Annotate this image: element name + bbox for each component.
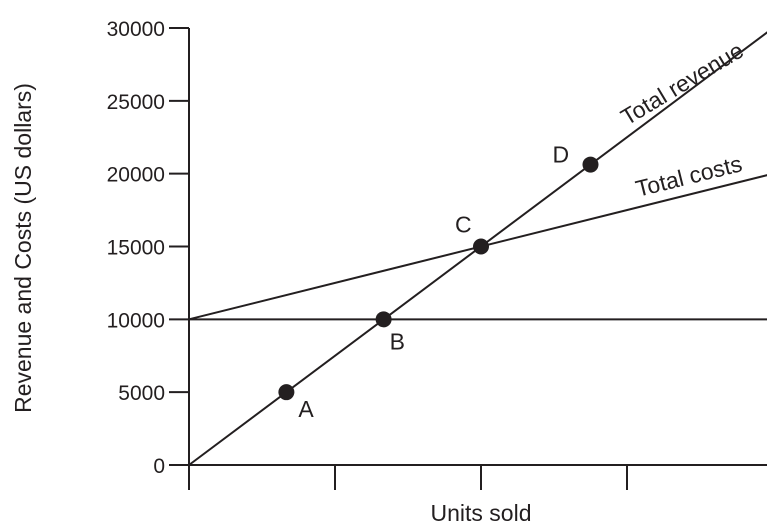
point-label-a: A <box>298 396 314 422</box>
point-d <box>582 156 599 173</box>
total-revenue-label: Total revenue <box>616 37 748 130</box>
point-a <box>278 384 295 401</box>
point-c <box>473 238 489 255</box>
y-tick-label: 30000 <box>107 18 165 41</box>
y-tick-label: 0 <box>153 455 165 478</box>
y-tick-label: 15000 <box>107 237 165 260</box>
y-tick-label: 10000 <box>107 309 165 332</box>
y-tick-label: 20000 <box>107 164 165 187</box>
point-label-c: C <box>455 212 472 238</box>
point-label-d: D <box>553 142 570 168</box>
x-axis-title: Units sold <box>431 500 532 526</box>
y-tick-label: 25000 <box>107 91 165 114</box>
y-tick-label: 5000 <box>118 382 165 405</box>
point-b <box>375 311 392 328</box>
point-label-b: B <box>390 328 405 354</box>
y-axis-title: Revenue and Costs (US dollars) <box>10 83 36 413</box>
